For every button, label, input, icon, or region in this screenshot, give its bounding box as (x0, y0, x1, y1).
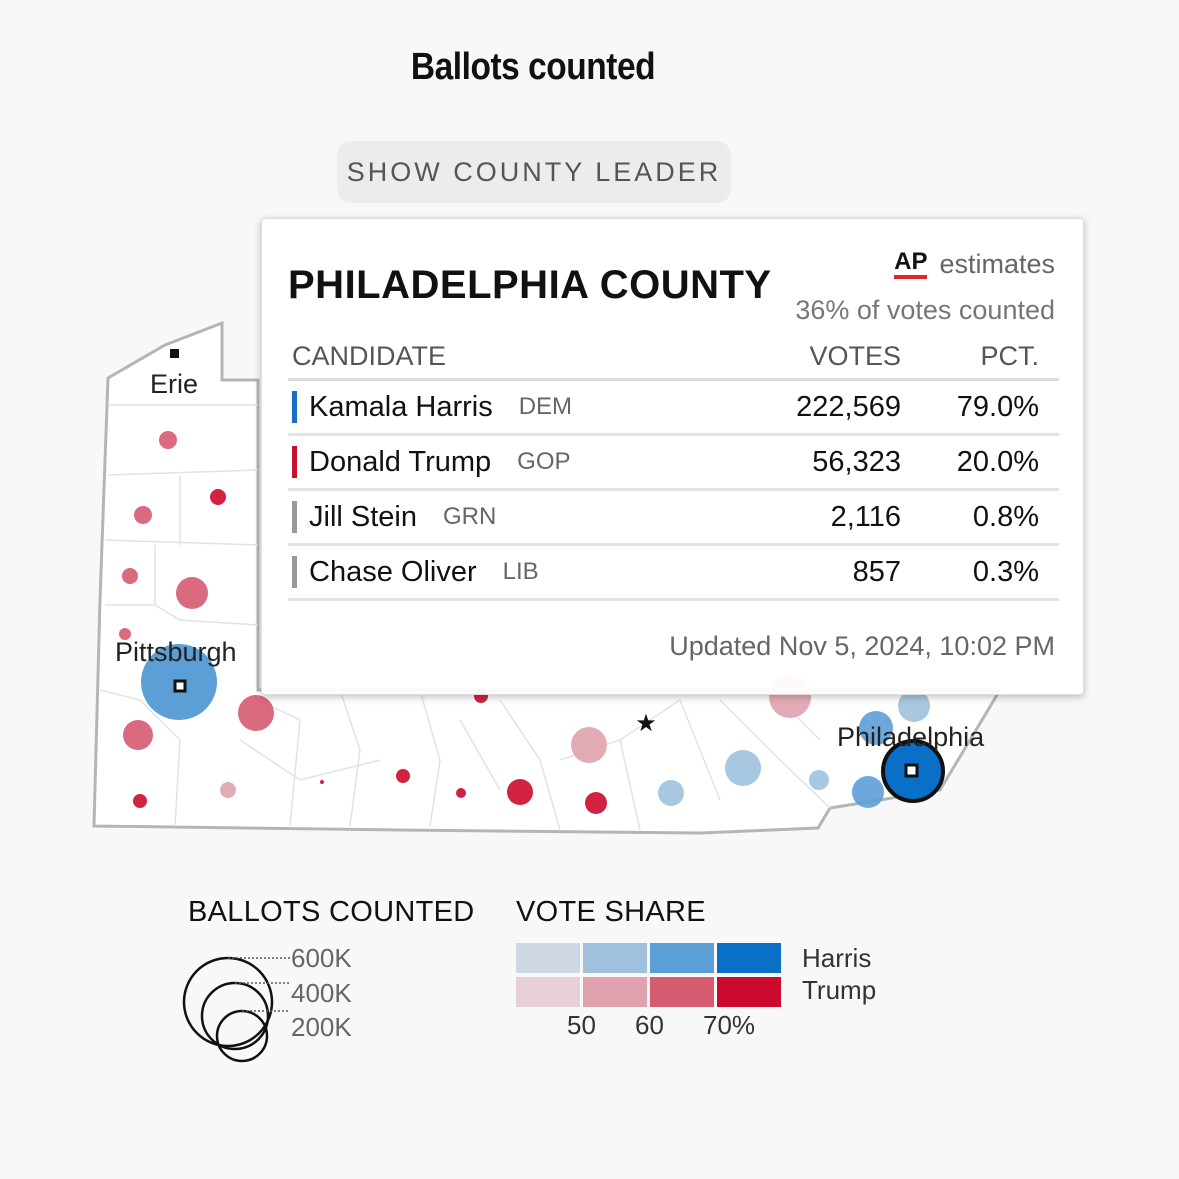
ap-estimates: AP estimates (894, 249, 1055, 280)
candidate-cell: Jill Stein GRN (288, 489, 727, 546)
show-county-leader-button[interactable]: SHOW COUNTY LEADER (337, 141, 731, 203)
candidate-pct: 0.3% (905, 544, 1059, 601)
candidate-pct: 20.0% (905, 434, 1059, 491)
city-label-pittsburgh: Pittsburgh (115, 637, 237, 667)
county-circle[interactable] (507, 779, 533, 805)
candidate-cell: Donald Trump GOP (288, 434, 727, 491)
county-circle[interactable] (571, 727, 607, 763)
erie-marker (170, 349, 179, 358)
county-circle[interactable] (658, 780, 684, 806)
county-circle[interactable] (852, 776, 884, 808)
party-color-bar (292, 391, 297, 423)
county-circle[interactable] (585, 792, 607, 814)
vote-share-swatch (650, 977, 714, 1007)
candidate-name: Donald Trump (309, 445, 492, 478)
county-circle[interactable] (238, 695, 274, 731)
header-candidate: CANDIDATE (288, 337, 727, 381)
ballots-size-legend (182, 956, 290, 1063)
county-circle[interactable] (134, 506, 152, 524)
candidate-votes: 857 (727, 544, 905, 601)
results-table: CANDIDATE VOTES PCT. Kamala Harris DEM 222… (288, 337, 1059, 601)
vote-share-tick-70: 70% (703, 1010, 756, 1040)
vote-share-swatch (583, 943, 647, 973)
candidate-votes: 2,116 (727, 489, 905, 546)
header-votes: VOTES (727, 337, 905, 381)
vote-share-swatch (717, 977, 781, 1007)
vote-share-swatch (516, 943, 580, 973)
county-circle[interactable] (859, 711, 893, 745)
candidate-votes: 222,569 (727, 379, 905, 436)
city-label-erie: Erie (150, 369, 198, 399)
county-circle[interactable] (159, 431, 177, 449)
philadelphia-marker (904, 763, 919, 778)
legend-label-400k: 400K (291, 978, 352, 1008)
candidate-name: Jill Stein (309, 500, 417, 533)
candidate-party: DEM (518, 393, 573, 420)
city-label-philadelphia: Philadelphia (837, 722, 985, 752)
candidate-party: GRN (443, 503, 497, 530)
page-title: Ballots counted (410, 46, 656, 88)
capital-star-icon: ★ (635, 710, 657, 737)
candidate-votes: 56,323 (727, 434, 905, 491)
vote-share-label-harris: Harris (802, 943, 872, 973)
county-circle[interactable] (898, 690, 930, 722)
candidate-party: LIB (502, 558, 539, 585)
candidate-row: Kamala Harris DEM 222,569 79.0% (288, 379, 1059, 436)
vote-share-tick-50: 50 (567, 1010, 596, 1040)
legend-label-600k: 600K (291, 943, 352, 973)
vote-share-swatch (583, 977, 647, 1007)
county-circle[interactable] (133, 794, 147, 808)
county-circle[interactable] (320, 780, 324, 784)
candidate-cell: Chase Oliver LIB (288, 544, 727, 601)
legend-circle-200k (215, 1009, 269, 1063)
votes-counted-text: 36% of votes counted (795, 295, 1055, 325)
candidate-pct: 79.0% (905, 379, 1059, 436)
county-popup: PHILADELPHIA COUNTY AP estimates 36% of … (261, 218, 1084, 695)
candidate-cell: Kamala Harris DEM (288, 379, 727, 436)
party-color-bar (292, 446, 297, 478)
vote-share-legend-title: VOTE SHARE (516, 896, 706, 928)
updated-timestamp: Updated Nov 5, 2024, 10:02 PM (669, 631, 1055, 661)
vote-share-tick-60: 60 (635, 1010, 664, 1040)
county-circle[interactable] (122, 568, 138, 584)
candidate-pct: 0.8% (905, 489, 1059, 546)
county-name: PHILADELPHIA COUNTY (288, 263, 772, 307)
county-circle[interactable] (123, 720, 153, 750)
ap-logo: AP (894, 249, 928, 279)
county-circle[interactable] (396, 769, 410, 783)
party-color-bar (292, 556, 297, 588)
county-circle[interactable] (725, 750, 761, 786)
vote-share-swatch (717, 943, 781, 973)
county-circle[interactable] (220, 782, 236, 798)
candidate-row: Jill Stein GRN 2,116 0.8% (288, 489, 1059, 546)
results-header-row: CANDIDATE VOTES PCT. (288, 337, 1059, 381)
party-color-bar (292, 501, 297, 533)
candidate-name: Kamala Harris (309, 390, 493, 423)
legend-label-200k: 200K (291, 1012, 352, 1042)
vote-share-swatch (650, 943, 714, 973)
county-circle[interactable] (210, 489, 226, 505)
header-pct: PCT. (905, 337, 1059, 381)
county-circles (119, 431, 945, 814)
county-circle[interactable] (456, 788, 466, 798)
county-circle[interactable] (119, 628, 131, 640)
legend-circle-600k (182, 956, 274, 1048)
ap-estimates-label: estimates (939, 249, 1055, 279)
vote-share-swatch (516, 977, 580, 1007)
candidate-row: Donald Trump GOP 56,323 20.0% (288, 434, 1059, 491)
candidate-name: Chase Oliver (309, 555, 477, 588)
vote-share-label-trump: Trump (802, 975, 877, 1005)
county-circle[interactable] (176, 577, 208, 609)
county-circle[interactable] (809, 770, 829, 790)
pittsburgh-marker (173, 679, 187, 693)
ballots-counted-legend-title: BALLOTS COUNTED (188, 896, 475, 928)
candidate-party: GOP (517, 448, 571, 475)
candidate-row: Chase Oliver LIB 857 0.3% (288, 544, 1059, 601)
